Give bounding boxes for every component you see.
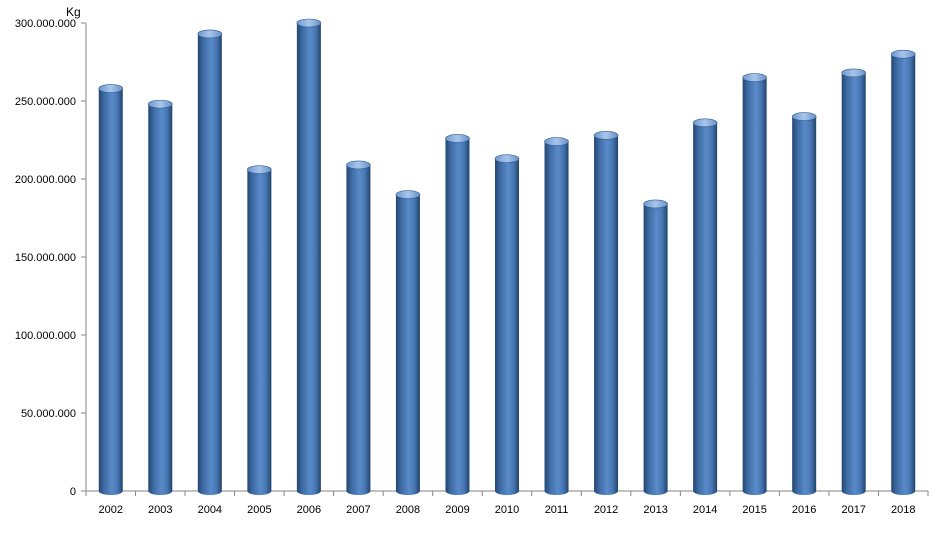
y-tick-label: 50.000.000	[21, 408, 76, 420]
bar-2014	[692, 118, 718, 495]
x-tick-label: 2016	[792, 504, 816, 516]
bar-2005	[247, 165, 272, 495]
y-tick-label: 250.000.000	[15, 96, 76, 108]
bar-body	[693, 122, 718, 495]
bar-top	[841, 68, 867, 78]
bar-2011	[544, 137, 569, 495]
x-tick-label: 2005	[247, 504, 271, 516]
x-tick-label: 2008	[396, 504, 420, 516]
bar-body	[841, 72, 866, 496]
bar-body	[197, 33, 222, 496]
x-tick-label: 2017	[841, 504, 865, 516]
y-tick-label: 200.000.000	[15, 174, 76, 186]
bar-top	[346, 160, 371, 170]
bar-body	[742, 77, 767, 495]
x-tick-label: 2018	[891, 504, 915, 516]
bar-body	[891, 54, 916, 495]
bar-body	[296, 23, 321, 495]
bar-body	[495, 158, 519, 495]
bar-top	[890, 49, 916, 59]
bar-body	[98, 88, 123, 496]
bar-top	[445, 134, 470, 143]
bar-top	[593, 131, 619, 140]
bar-body	[594, 135, 619, 495]
bar-2015	[742, 73, 767, 495]
x-tick-labels: 2002 2003 2004 2005 2006 2007 2008 2009 2010 2011…	[99, 504, 916, 516]
x-tick-label: 2010	[495, 504, 519, 516]
bar-body	[544, 141, 569, 495]
y-axis-unit-label: Kg	[66, 5, 81, 19]
bar-2012	[593, 131, 619, 495]
x-tick-label: 2004	[198, 504, 222, 516]
bar-body	[148, 104, 173, 496]
bar-top	[494, 154, 520, 164]
bar-2017	[841, 68, 867, 496]
bar-top	[296, 18, 322, 28]
bar-2006	[296, 18, 322, 495]
bar-2007	[346, 160, 371, 495]
y-tick-label: 300.000.000	[15, 18, 76, 30]
bar-2008	[395, 190, 421, 495]
x-tick-label: 2014	[693, 504, 717, 516]
bar-top	[692, 118, 718, 128]
bar-top	[98, 84, 124, 93]
bar-2009	[445, 134, 470, 495]
bar-body	[643, 203, 668, 495]
bars	[98, 18, 916, 496]
bar-2013	[643, 199, 668, 495]
x-tick-label: 2003	[148, 504, 172, 516]
bar-2002	[98, 84, 124, 496]
x-tick-label: 2011	[545, 504, 569, 516]
bar-top	[395, 190, 421, 199]
bar-body	[792, 116, 817, 495]
x-tick-label: 2015	[742, 504, 766, 516]
x-tick-label: 2013	[643, 504, 667, 516]
bar-body	[445, 138, 470, 495]
bar-2016	[791, 112, 817, 495]
x-tick-label: 2007	[346, 504, 370, 516]
x-tick-label: 2009	[445, 504, 469, 516]
bar-body	[395, 194, 420, 495]
bar-body	[247, 169, 272, 495]
y-axis: 0 50.000.000 100.000.000 150.000.000 200.000…	[15, 18, 87, 498]
bar-top	[791, 112, 817, 121]
bar-2018	[890, 49, 916, 495]
bar-2010	[494, 154, 520, 495]
bar-top	[247, 165, 272, 174]
bar-2003	[147, 99, 173, 496]
bar-2004	[197, 29, 223, 496]
bar-top	[643, 199, 668, 209]
y-tick-label: 0	[70, 486, 76, 498]
y-tick-label: 100.000.000	[15, 330, 76, 342]
x-tick-label: 2002	[99, 504, 123, 516]
x-tick-label: 2006	[297, 504, 321, 516]
bar-top	[197, 29, 223, 39]
bar-top	[544, 137, 569, 146]
x-tick-label: 2012	[594, 504, 618, 516]
bar-top	[147, 99, 173, 109]
bar-body	[346, 164, 371, 495]
bar-top	[742, 73, 767, 82]
y-tick-label: 150.000.000	[15, 252, 76, 264]
